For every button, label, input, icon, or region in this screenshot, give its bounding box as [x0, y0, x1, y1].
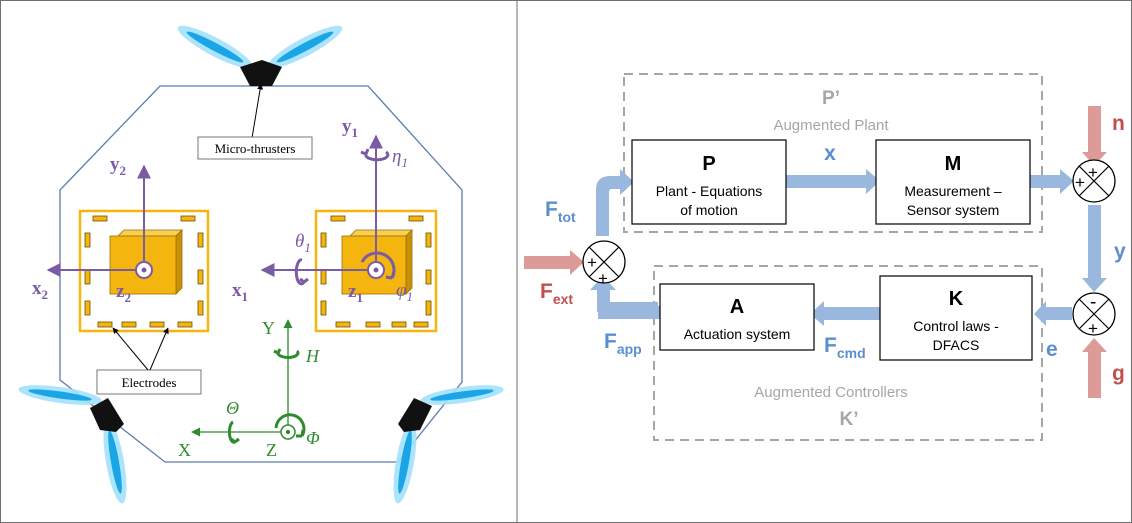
phi1-label: φ1 [396, 280, 413, 304]
block-K [879, 275, 1033, 361]
electrodes-callout-line-2 [149, 327, 169, 371]
arrow-g [1082, 338, 1107, 398]
signal-fcmd-label: Fcmd [824, 334, 866, 361]
Phi-rotation-icon [274, 413, 306, 438]
svg-text:-: - [1090, 292, 1096, 313]
svg-text:+: + [1088, 163, 1098, 182]
electrodes-callout-label: Electrodes [122, 375, 177, 390]
phi1-rotation-icon [360, 251, 396, 280]
Theta-label: Θ [226, 398, 239, 418]
arrow-y [1082, 205, 1107, 292]
H-label: H [305, 346, 320, 366]
theta1-label: θ1 [295, 231, 311, 255]
signal-ftot-label: Ftot [545, 198, 576, 225]
block-A-line1: Actuation system [684, 326, 791, 342]
arrow-fcmd [810, 301, 882, 326]
thruster-right-icon [393, 385, 504, 504]
block-A-letter: A [730, 296, 744, 318]
Y-label: Y [262, 318, 275, 338]
block-P [631, 139, 787, 225]
thrusters-callout-label: Micro-thrusters [215, 141, 296, 156]
summer-left: + + [582, 240, 626, 288]
block-P-letter: P [702, 153, 715, 175]
svg-text:+: + [587, 253, 597, 272]
augmented-plant-label: Augmented Plant [773, 117, 889, 134]
arrow-ftot [596, 169, 634, 236]
arrow-e [1034, 301, 1072, 326]
thruster-left-icon [18, 385, 127, 504]
thruster-callout-line [251, 83, 264, 139]
signal-fext-label: Fext [540, 280, 573, 307]
arrow-fext [524, 250, 584, 275]
block-K-line1: Control laws - [913, 318, 999, 334]
signal-e-label: e [1046, 338, 1058, 361]
block-K-line2: DFACS [933, 337, 980, 353]
block-M-line2: Sensor system [907, 202, 1000, 218]
thrusters-callout-box [197, 136, 313, 160]
signal-x-label: x [824, 142, 836, 165]
z2-label: z2 [116, 281, 131, 305]
summer-top-right: + + [1072, 159, 1116, 203]
augmented-plant-group [623, 73, 1043, 233]
block-K-letter: K [949, 288, 964, 310]
x2-label: x2 [32, 278, 48, 302]
augmented-controllers-label: Augmented Controllers [754, 384, 907, 401]
svg-text:+: + [1075, 173, 1085, 192]
signal-fapp-label: Fapp [604, 330, 642, 357]
augmented-controllers-group [653, 265, 1043, 441]
arrow-n [1082, 106, 1107, 166]
y2-label: y2 [110, 154, 126, 178]
theta1-rotation-icon [294, 258, 309, 286]
z1-label: z1 [348, 281, 363, 305]
eta1-rotation-icon [360, 148, 390, 162]
arrow-x [786, 169, 880, 194]
block-M-line1: Measurement – [904, 183, 1001, 199]
test-mass-2 [78, 209, 210, 333]
block-A [659, 283, 815, 351]
augmented-plant-symbol: P’ [822, 88, 840, 109]
block-P-line1: Plant - Equations [656, 183, 763, 199]
augmented-controllers-symbol: K’ [840, 409, 859, 430]
H-rotation-icon [273, 348, 300, 359]
y1-label: y1 [342, 116, 358, 140]
electrodes-callout-line-1 [112, 327, 149, 371]
signal-y-label: y [1114, 240, 1126, 263]
X-label: X [178, 440, 191, 460]
summer-bottom-right: - + [1072, 292, 1116, 338]
block-M [875, 139, 1031, 225]
svg-text:+: + [1088, 319, 1098, 338]
arrow-m-to-sum [1028, 169, 1074, 194]
x1-label: x1 [232, 280, 248, 304]
control-loop-diagram: P’ Augmented Plant Augmented Controllers… [524, 73, 1126, 441]
arrow-fapp [590, 276, 660, 319]
thruster-top-icon [177, 25, 343, 86]
Phi-label: Φ [306, 428, 320, 448]
signal-g-label: g [1112, 362, 1125, 385]
spacecraft-diagram: Micro-thrusters [18, 25, 504, 504]
signal-n-label: n [1112, 112, 1125, 135]
eta1-label: η1 [392, 146, 408, 170]
block-M-letter: M [945, 153, 962, 175]
svg-text:+: + [598, 269, 608, 288]
Theta-rotation-icon [227, 420, 240, 444]
Z-label: Z [266, 440, 277, 460]
block-P-line2: of motion [680, 202, 738, 218]
electrodes-callout-box [96, 369, 202, 395]
